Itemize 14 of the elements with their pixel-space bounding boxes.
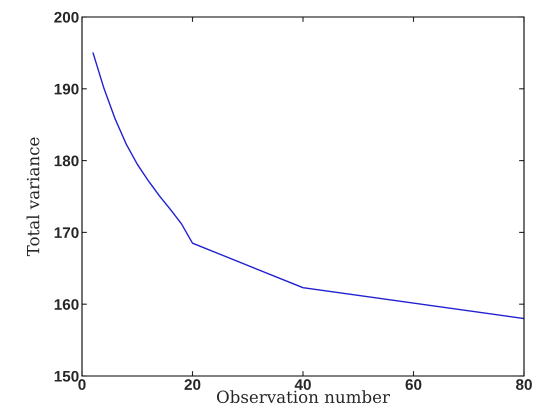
y-tick-label: 170 (54, 227, 79, 238)
y-tick-label: 200 (54, 12, 79, 23)
x-tick-label: 0 (78, 379, 86, 390)
x-tick-label: 60 (406, 379, 422, 390)
y-tick-label: 190 (54, 84, 79, 94)
x-tick-label: 80 (516, 379, 532, 390)
y-tick-label: 180 (54, 155, 79, 166)
x-tick-label: 20 (184, 379, 200, 390)
y-tick-label: 150 (54, 370, 79, 382)
x-axis-title: Observation number (216, 390, 390, 404)
y-tick-label: 160 (54, 299, 79, 310)
y-axis-title: Total variance (26, 138, 40, 256)
x-tick-label: 40 (294, 379, 311, 390)
line-series (92, 52, 524, 320)
